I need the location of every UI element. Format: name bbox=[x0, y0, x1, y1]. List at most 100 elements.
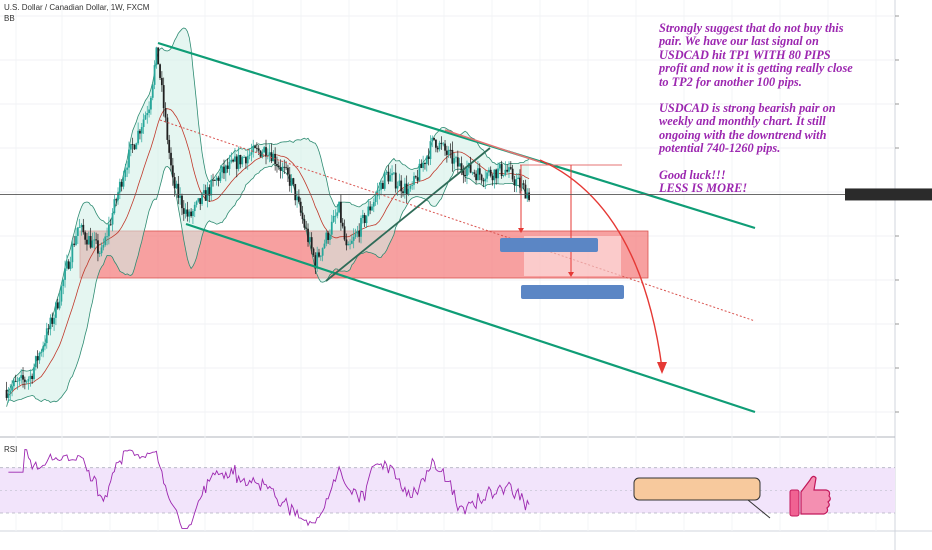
candle-body bbox=[398, 180, 401, 187]
candle-body bbox=[14, 380, 17, 382]
candle-body bbox=[464, 175, 467, 177]
candle-body bbox=[438, 142, 441, 150]
rsi-pane bbox=[0, 448, 895, 529]
candle-body bbox=[228, 161, 231, 169]
candle-body bbox=[436, 147, 439, 150]
candle-body bbox=[520, 183, 523, 188]
candle-body bbox=[486, 172, 488, 179]
candle-body bbox=[170, 152, 172, 166]
projection-arrow-head bbox=[657, 362, 667, 374]
measure-1-box bbox=[500, 238, 598, 252]
candle-body bbox=[263, 147, 266, 153]
candle-body bbox=[387, 171, 390, 182]
candle-body bbox=[245, 157, 247, 164]
candle-body bbox=[76, 227, 79, 236]
candle-body bbox=[482, 180, 485, 182]
channel-lower-line bbox=[185, 222, 756, 414]
candle-body bbox=[212, 179, 214, 181]
candle-body bbox=[100, 247, 103, 254]
candle-body bbox=[528, 192, 530, 201]
candle-body bbox=[380, 183, 383, 190]
candle-body bbox=[91, 240, 94, 248]
candle-body bbox=[230, 159, 233, 162]
candle-body bbox=[226, 165, 229, 169]
candle-body bbox=[23, 379, 26, 382]
candle-body bbox=[150, 97, 152, 110]
candle-body bbox=[64, 268, 66, 280]
candle-body bbox=[433, 137, 435, 140]
candle-body bbox=[188, 211, 191, 217]
candle-body bbox=[341, 222, 344, 227]
candle-body bbox=[237, 155, 240, 169]
candle-body bbox=[95, 239, 98, 241]
candle-body bbox=[155, 47, 158, 66]
candle-body bbox=[325, 232, 328, 244]
candle-body bbox=[292, 178, 295, 185]
candle-body bbox=[435, 139, 437, 148]
candle-body bbox=[206, 187, 209, 201]
candle-body bbox=[137, 130, 140, 144]
candle-body bbox=[371, 206, 373, 211]
candle-body bbox=[319, 255, 322, 257]
candle-body bbox=[45, 328, 48, 344]
note-good-luck: Good luck!!! bbox=[659, 167, 726, 182]
candle-body bbox=[354, 233, 357, 237]
candle-body bbox=[340, 201, 342, 223]
candle-body bbox=[20, 375, 23, 379]
candle-body bbox=[349, 243, 351, 245]
candle-body bbox=[232, 159, 235, 162]
note-paragraph-1: Strongly suggest that do not buy this pa… bbox=[659, 21, 853, 89]
candle-body bbox=[139, 130, 141, 134]
candle-body bbox=[213, 180, 216, 181]
candle-body bbox=[171, 165, 174, 178]
candle-body bbox=[135, 143, 138, 150]
candle-body bbox=[131, 144, 134, 146]
candle-body bbox=[416, 177, 419, 181]
candle-body bbox=[219, 172, 222, 181]
candle-body bbox=[113, 199, 116, 214]
candle-body bbox=[281, 166, 284, 171]
note-paragraph-2: USDCAD is strong bearish pair on weekly … bbox=[659, 101, 836, 156]
candle-body bbox=[475, 173, 478, 181]
candle-body bbox=[250, 152, 253, 155]
candle-body bbox=[252, 146, 255, 153]
candle-body bbox=[369, 206, 372, 211]
candle-body bbox=[497, 168, 499, 179]
candle-body bbox=[332, 215, 335, 222]
extras bbox=[633, 475, 831, 519]
rsi-label: RSI bbox=[4, 445, 18, 454]
candle-body bbox=[27, 378, 30, 382]
candle-body bbox=[11, 386, 13, 391]
thumb-hand bbox=[800, 475, 831, 515]
candle-body bbox=[246, 155, 249, 164]
candle-body bbox=[118, 181, 121, 193]
candle-body bbox=[405, 183, 408, 195]
price-label-box bbox=[845, 188, 932, 201]
candle-body bbox=[34, 356, 37, 368]
candle-body bbox=[316, 252, 319, 269]
candle-body bbox=[290, 178, 293, 186]
candle-body bbox=[409, 185, 412, 189]
candle-body bbox=[310, 237, 313, 249]
candle-body bbox=[190, 211, 193, 217]
candle-body bbox=[487, 169, 490, 173]
candle-body bbox=[51, 317, 54, 324]
candle-body bbox=[29, 375, 32, 379]
candle-body bbox=[329, 234, 331, 240]
candle-body bbox=[440, 142, 443, 144]
candle-body bbox=[109, 224, 112, 226]
candle-body bbox=[107, 224, 110, 237]
candle-body bbox=[215, 177, 218, 181]
candle-body bbox=[394, 172, 397, 189]
candle-body bbox=[268, 152, 271, 156]
candle-body bbox=[498, 164, 501, 169]
candle-body bbox=[522, 183, 525, 185]
candle-body bbox=[477, 168, 479, 181]
candle-body bbox=[285, 167, 288, 169]
candle-body bbox=[78, 227, 81, 228]
candle-body bbox=[104, 236, 107, 245]
candle-body bbox=[305, 227, 308, 229]
candle-body bbox=[144, 115, 147, 120]
candle-body bbox=[67, 261, 70, 269]
bb-upper bbox=[6, 27, 530, 393]
